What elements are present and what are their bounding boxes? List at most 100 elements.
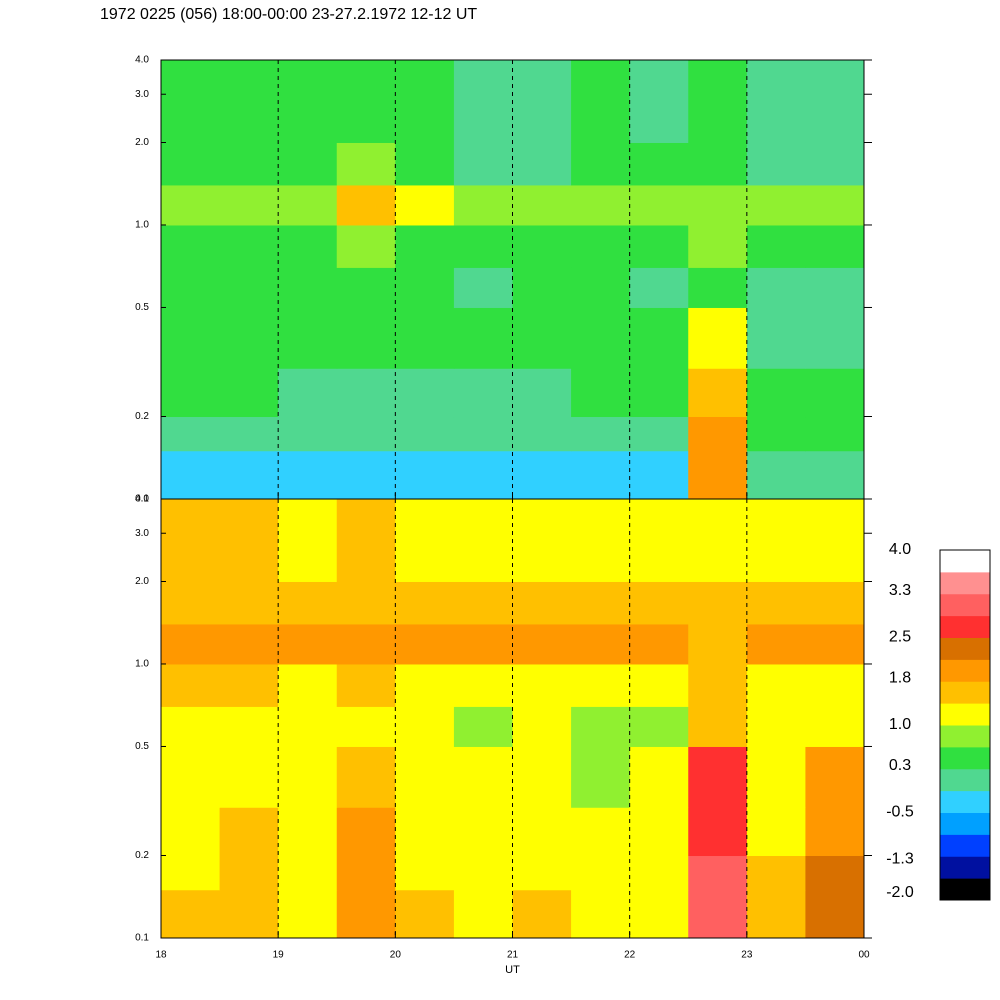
y-tick-label: 0.1 xyxy=(135,933,149,944)
heatmap-cell xyxy=(161,450,221,500)
heatmap-cell xyxy=(395,142,455,186)
heatmap-cell xyxy=(688,307,748,369)
heatmap-cell xyxy=(805,623,865,665)
heatmap-cell xyxy=(512,499,572,582)
heatmap-cell xyxy=(512,267,572,308)
heatmap-cell xyxy=(571,307,631,369)
heatmap-cell xyxy=(395,184,455,226)
heatmap-cell xyxy=(453,706,513,747)
heatmap-cell xyxy=(453,416,513,452)
heatmap-cell xyxy=(746,267,806,308)
heatmap-cell xyxy=(161,746,221,808)
heatmap-cell xyxy=(512,807,572,857)
heatmap-cell xyxy=(746,450,806,500)
heatmap-cell xyxy=(512,855,572,891)
heatmap-cell xyxy=(746,60,806,143)
y-tick-label: 0.2 xyxy=(135,850,149,861)
heatmap-cell xyxy=(161,142,221,186)
heatmap-cell xyxy=(571,623,631,665)
y-tick-label: 1.0 xyxy=(135,659,149,670)
heatmap-cell xyxy=(512,307,572,369)
heatmap-cell xyxy=(453,368,513,418)
heatmap-cell xyxy=(746,623,806,665)
heatmap-cell xyxy=(336,450,396,500)
heatmap-cell xyxy=(571,267,631,308)
heatmap-cell xyxy=(336,307,396,369)
heatmap-cell xyxy=(571,889,631,939)
heatmap-cell xyxy=(161,889,221,939)
heatmap-cell xyxy=(453,889,513,939)
heatmap-cell xyxy=(278,581,338,625)
heatmap-cell xyxy=(688,368,748,418)
heatmap-cell xyxy=(688,706,748,747)
heatmap-cell xyxy=(629,499,689,582)
heatmap-cell xyxy=(453,267,513,308)
heatmap-cell xyxy=(805,807,865,857)
heatmap-cell xyxy=(336,663,396,707)
heatmap-cell xyxy=(395,746,455,808)
heatmap-cell xyxy=(395,889,455,939)
heatmap-cell xyxy=(688,267,748,308)
x-tick-label: 23 xyxy=(741,950,753,961)
heatmap-cell xyxy=(746,663,806,707)
colorbar-band xyxy=(940,768,990,792)
heatmap-cell xyxy=(278,307,338,369)
heatmap-cell xyxy=(336,142,396,186)
heatmap-cell xyxy=(453,184,513,226)
heatmap-cell xyxy=(746,416,806,452)
heatmap-cell xyxy=(395,224,455,268)
heatmap-cell xyxy=(688,663,748,707)
heatmap-cell xyxy=(219,184,279,226)
heatmap-cell xyxy=(278,450,338,500)
heatmap-cell xyxy=(395,499,455,582)
heatmap-cell xyxy=(395,807,455,857)
heatmap-cell xyxy=(453,142,513,186)
heatmap-cell xyxy=(336,807,396,857)
colorbar-label: 0.3 xyxy=(889,757,911,774)
heatmap-cell xyxy=(453,807,513,857)
y-tick-label: 0.5 xyxy=(135,302,149,313)
heatmap-cell xyxy=(219,663,279,707)
heatmap-cell xyxy=(278,855,338,891)
heatmap-cell xyxy=(219,889,279,939)
heatmap-cell xyxy=(805,855,865,891)
heatmap-cell xyxy=(278,807,338,857)
heatmap-cell xyxy=(688,224,748,268)
heatmap-cell xyxy=(161,623,221,665)
heatmap-cell xyxy=(161,499,221,582)
heatmap-cell xyxy=(688,60,748,143)
heatmap-cell xyxy=(161,581,221,625)
heatmap-cell xyxy=(629,706,689,747)
heatmap-cell xyxy=(805,581,865,625)
heatmap-cell xyxy=(395,581,455,625)
heatmap-cell xyxy=(395,307,455,369)
heatmap-cell xyxy=(629,623,689,665)
heatmap-cell xyxy=(336,416,396,452)
heatmap-cell xyxy=(453,499,513,582)
heatmap-cell xyxy=(395,706,455,747)
heatmap-cell xyxy=(805,224,865,268)
heatmap-cell xyxy=(161,267,221,308)
colorbar-band xyxy=(940,615,990,638)
heatmap-cell xyxy=(395,267,455,308)
heatmap-cell xyxy=(746,746,806,808)
heatmap-cell xyxy=(161,307,221,369)
heatmap-cell xyxy=(278,267,338,308)
heatmap-cell xyxy=(512,368,572,418)
heatmap-cell xyxy=(278,499,338,582)
heatmap-cell xyxy=(278,706,338,747)
heatmap-cell xyxy=(395,60,455,143)
y-tick-label: 0.2 xyxy=(135,411,149,422)
heatmap-cell xyxy=(746,706,806,747)
heatmap-cell xyxy=(571,224,631,268)
heatmap-cell xyxy=(746,581,806,625)
heatmap-cell xyxy=(336,60,396,143)
heatmap-cell xyxy=(805,368,865,418)
heatmap-cell xyxy=(512,450,572,500)
heatmap-cell xyxy=(571,807,631,857)
colorbar-band xyxy=(940,812,990,835)
heatmap-cell xyxy=(336,746,396,808)
heatmap-cell xyxy=(219,267,279,308)
heatmap-cell xyxy=(629,581,689,625)
heatmap-cell xyxy=(336,267,396,308)
